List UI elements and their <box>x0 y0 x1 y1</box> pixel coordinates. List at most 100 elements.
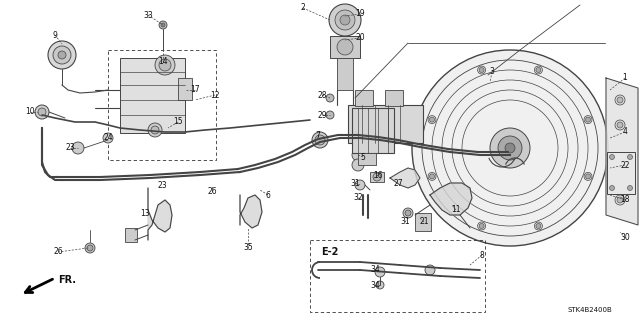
Bar <box>337 58 353 90</box>
Text: 21: 21 <box>419 218 429 226</box>
Circle shape <box>609 154 614 160</box>
Circle shape <box>536 224 541 228</box>
Bar <box>178 78 192 100</box>
Text: 3: 3 <box>490 68 495 77</box>
Circle shape <box>103 133 113 143</box>
Circle shape <box>536 68 541 72</box>
Circle shape <box>428 115 436 123</box>
Circle shape <box>53 46 71 64</box>
Text: 34: 34 <box>370 265 380 275</box>
Circle shape <box>161 23 165 27</box>
Circle shape <box>479 224 484 228</box>
Circle shape <box>479 68 484 72</box>
Circle shape <box>428 172 436 180</box>
Text: 28: 28 <box>317 91 327 100</box>
Circle shape <box>35 105 49 119</box>
Circle shape <box>534 222 542 230</box>
Text: 12: 12 <box>211 91 220 100</box>
Circle shape <box>159 59 171 71</box>
Circle shape <box>412 50 608 246</box>
Text: 33: 33 <box>143 11 153 19</box>
Circle shape <box>335 10 355 30</box>
Circle shape <box>609 186 614 190</box>
Circle shape <box>617 122 623 128</box>
Circle shape <box>615 95 625 105</box>
Bar <box>358 153 376 165</box>
Text: 22: 22 <box>620 160 630 169</box>
Text: 1: 1 <box>623 73 627 83</box>
Text: 8: 8 <box>479 250 484 259</box>
Circle shape <box>490 128 530 168</box>
Bar <box>415 213 431 231</box>
Circle shape <box>87 245 93 251</box>
Bar <box>352 108 394 153</box>
Text: 5: 5 <box>360 152 365 161</box>
Circle shape <box>148 123 162 137</box>
Text: 13: 13 <box>140 209 150 218</box>
Circle shape <box>58 51 66 59</box>
Text: E-2: E-2 <box>321 247 339 257</box>
Circle shape <box>534 66 542 74</box>
Text: STK4B2400B: STK4B2400B <box>568 307 612 313</box>
Polygon shape <box>390 168 420 188</box>
Circle shape <box>72 142 84 154</box>
Bar <box>108 50 216 160</box>
Circle shape <box>505 143 515 153</box>
Bar <box>120 58 185 133</box>
Circle shape <box>617 97 623 103</box>
Text: 20: 20 <box>355 33 365 42</box>
Circle shape <box>425 265 435 275</box>
Circle shape <box>85 243 95 253</box>
Text: 31: 31 <box>400 218 410 226</box>
Bar <box>607 152 635 194</box>
Text: 32: 32 <box>353 194 363 203</box>
Circle shape <box>48 41 76 69</box>
Circle shape <box>586 117 591 122</box>
Text: 26: 26 <box>53 248 63 256</box>
Bar <box>125 228 137 242</box>
Circle shape <box>159 21 167 29</box>
Circle shape <box>615 120 625 130</box>
Polygon shape <box>148 188 172 240</box>
Text: 10: 10 <box>25 108 35 116</box>
Circle shape <box>38 108 46 116</box>
Circle shape <box>477 66 486 74</box>
Circle shape <box>615 160 625 170</box>
Bar <box>370 172 384 182</box>
Text: 35: 35 <box>243 243 253 253</box>
Text: 17: 17 <box>190 85 200 94</box>
Circle shape <box>627 154 632 160</box>
Circle shape <box>584 115 592 123</box>
Circle shape <box>151 126 159 134</box>
Polygon shape <box>240 195 262 228</box>
Circle shape <box>586 174 591 179</box>
Circle shape <box>340 15 350 25</box>
Circle shape <box>326 111 334 119</box>
Circle shape <box>477 222 486 230</box>
Text: 30: 30 <box>620 234 630 242</box>
Circle shape <box>498 136 522 160</box>
Circle shape <box>352 159 364 171</box>
Text: 2: 2 <box>301 4 305 12</box>
Text: 31: 31 <box>350 179 360 188</box>
Circle shape <box>617 197 623 203</box>
Text: 9: 9 <box>52 31 58 40</box>
Circle shape <box>429 174 435 179</box>
Bar <box>330 36 360 58</box>
Text: 6: 6 <box>266 190 271 199</box>
Bar <box>355 90 373 106</box>
Circle shape <box>312 132 328 148</box>
Text: 27: 27 <box>393 179 403 188</box>
Bar <box>385 90 403 106</box>
Circle shape <box>584 172 592 180</box>
Circle shape <box>615 195 625 205</box>
Text: 15: 15 <box>173 117 183 127</box>
Text: FR.: FR. <box>58 275 76 285</box>
Text: 16: 16 <box>373 170 383 180</box>
Text: 4: 4 <box>623 128 627 137</box>
Circle shape <box>376 281 384 289</box>
Text: 19: 19 <box>355 10 365 19</box>
Circle shape <box>326 94 334 102</box>
Circle shape <box>403 208 413 218</box>
Polygon shape <box>606 78 638 225</box>
